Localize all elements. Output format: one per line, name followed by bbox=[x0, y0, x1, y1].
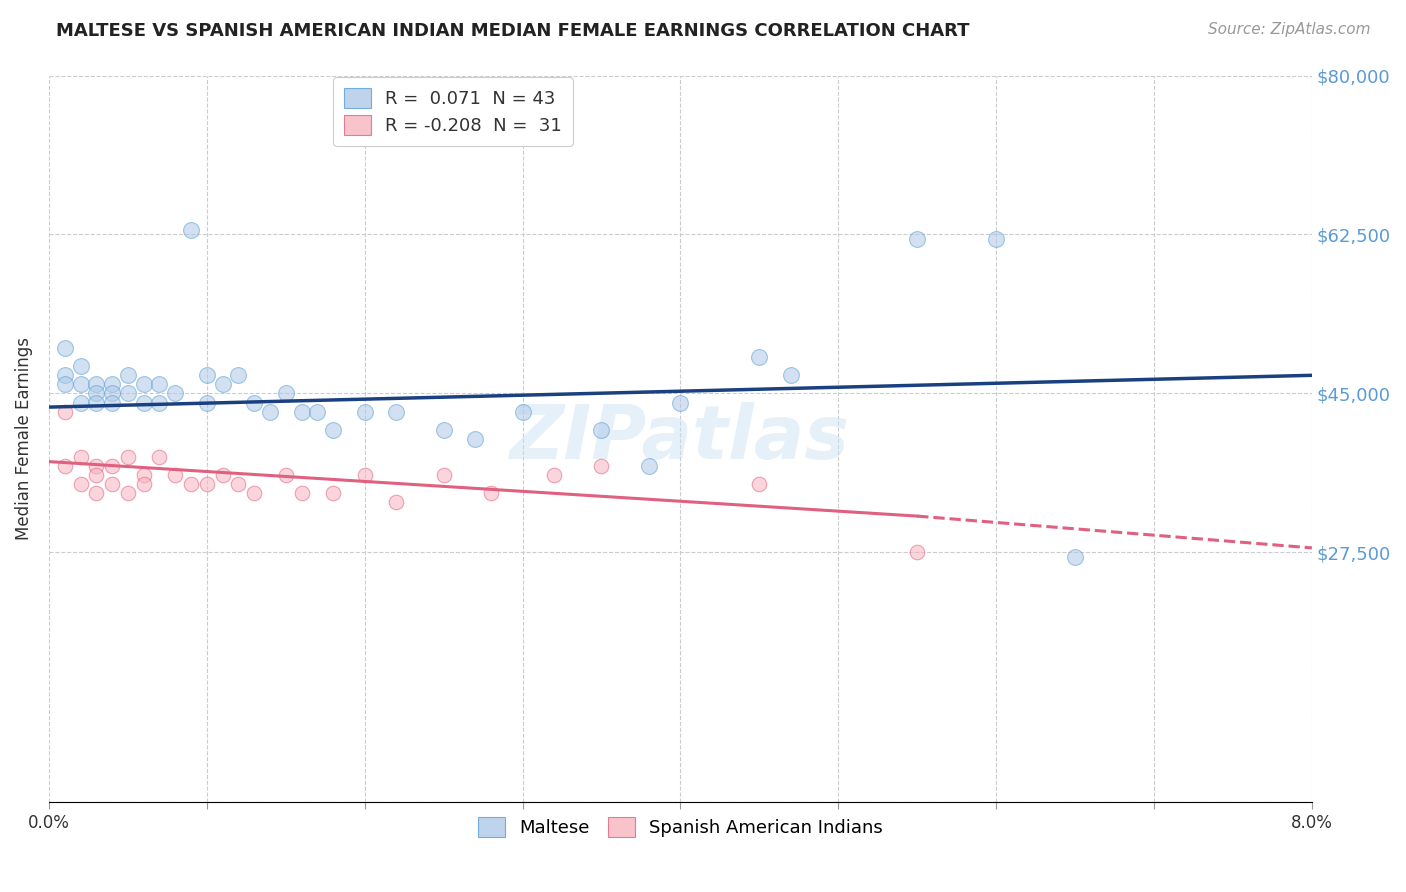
Point bbox=[543, 468, 565, 483]
Point bbox=[591, 459, 613, 474]
Point bbox=[86, 459, 108, 474]
Point bbox=[117, 450, 139, 464]
Point bbox=[780, 368, 803, 383]
Point bbox=[53, 368, 76, 383]
Point bbox=[211, 468, 233, 483]
Point bbox=[385, 404, 408, 418]
Point bbox=[86, 377, 108, 392]
Point bbox=[101, 386, 124, 401]
Point bbox=[195, 395, 218, 409]
Point bbox=[905, 545, 928, 559]
Point bbox=[669, 395, 692, 409]
Point bbox=[195, 368, 218, 383]
Point bbox=[479, 486, 502, 500]
Point bbox=[433, 423, 456, 437]
Point bbox=[148, 377, 170, 392]
Point bbox=[86, 395, 108, 409]
Point bbox=[591, 423, 613, 437]
Point bbox=[132, 377, 155, 392]
Point bbox=[132, 477, 155, 491]
Point bbox=[101, 477, 124, 491]
Point bbox=[101, 377, 124, 392]
Y-axis label: Median Female Earnings: Median Female Earnings bbox=[15, 337, 32, 541]
Point bbox=[117, 486, 139, 500]
Point bbox=[748, 350, 770, 364]
Point bbox=[464, 432, 486, 446]
Point bbox=[101, 395, 124, 409]
Point bbox=[637, 459, 659, 474]
Text: Source: ZipAtlas.com: Source: ZipAtlas.com bbox=[1208, 22, 1371, 37]
Point bbox=[69, 377, 91, 392]
Point bbox=[353, 468, 375, 483]
Point bbox=[117, 368, 139, 383]
Point bbox=[86, 386, 108, 401]
Point bbox=[180, 223, 202, 237]
Point bbox=[148, 450, 170, 464]
Point bbox=[69, 359, 91, 374]
Point bbox=[322, 486, 344, 500]
Point bbox=[53, 404, 76, 418]
Point bbox=[148, 395, 170, 409]
Point bbox=[228, 477, 250, 491]
Legend: Maltese, Spanish American Indians: Maltese, Spanish American Indians bbox=[471, 810, 890, 844]
Point bbox=[243, 486, 266, 500]
Point bbox=[905, 232, 928, 246]
Point bbox=[101, 459, 124, 474]
Point bbox=[274, 386, 297, 401]
Point bbox=[1064, 549, 1087, 564]
Point bbox=[165, 468, 187, 483]
Point bbox=[180, 477, 202, 491]
Point bbox=[69, 477, 91, 491]
Point bbox=[86, 468, 108, 483]
Point bbox=[353, 404, 375, 418]
Point bbox=[243, 395, 266, 409]
Text: MALTESE VS SPANISH AMERICAN INDIAN MEDIAN FEMALE EARNINGS CORRELATION CHART: MALTESE VS SPANISH AMERICAN INDIAN MEDIA… bbox=[56, 22, 970, 40]
Point bbox=[195, 477, 218, 491]
Point bbox=[259, 404, 281, 418]
Point bbox=[512, 404, 534, 418]
Point bbox=[290, 404, 312, 418]
Point bbox=[274, 468, 297, 483]
Point bbox=[322, 423, 344, 437]
Point bbox=[132, 395, 155, 409]
Text: ZIPatlas: ZIPatlas bbox=[510, 402, 851, 475]
Point bbox=[69, 450, 91, 464]
Point bbox=[307, 404, 329, 418]
Point bbox=[165, 386, 187, 401]
Point bbox=[53, 459, 76, 474]
Point bbox=[385, 495, 408, 509]
Point bbox=[986, 232, 1008, 246]
Point bbox=[69, 395, 91, 409]
Point bbox=[132, 468, 155, 483]
Point bbox=[53, 377, 76, 392]
Point bbox=[211, 377, 233, 392]
Point bbox=[117, 386, 139, 401]
Point bbox=[53, 341, 76, 355]
Point bbox=[748, 477, 770, 491]
Point bbox=[228, 368, 250, 383]
Point bbox=[290, 486, 312, 500]
Point bbox=[86, 486, 108, 500]
Point bbox=[433, 468, 456, 483]
